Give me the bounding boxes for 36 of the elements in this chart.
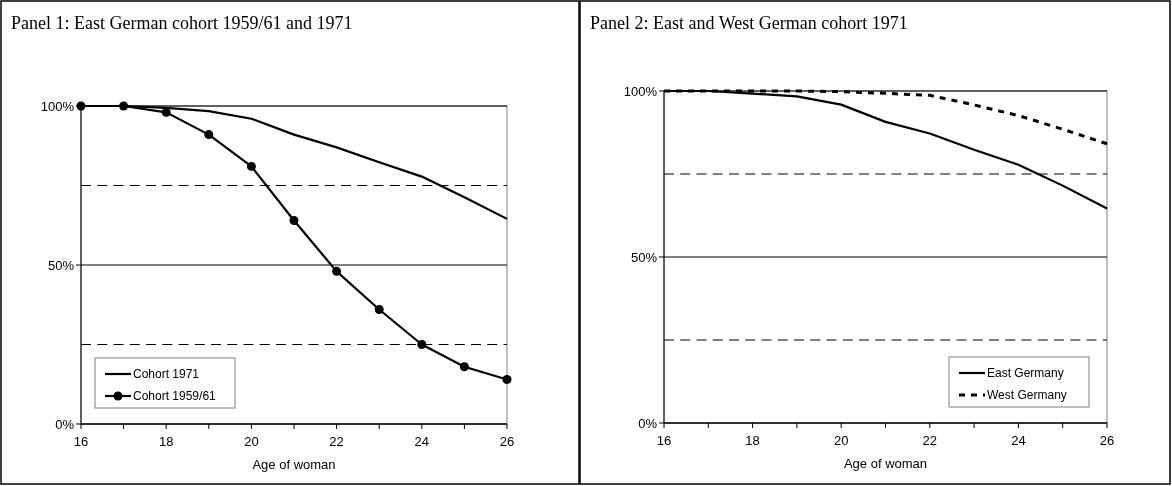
- x-tick-label: 18: [158, 434, 174, 449]
- y-tick-label: 0%: [55, 416, 75, 432]
- y-tick-label: 100%: [623, 83, 658, 99]
- point: [246, 161, 256, 171]
- point: [374, 305, 384, 315]
- y-tick-label: 50%: [47, 257, 75, 273]
- point: [417, 340, 427, 349]
- legend-label: West Germany: [987, 388, 1067, 403]
- x-tick-label: 16: [656, 433, 672, 448]
- x-tick-label: 20: [833, 433, 849, 448]
- point: [289, 215, 299, 225]
- point: [459, 362, 469, 372]
- legend-label: Cohort 1959/61: [133, 389, 217, 404]
- chart-title: Panel 1: East German cohort 1959/61 and 1971: [11, 13, 353, 33]
- x-tick-label: 24: [414, 434, 430, 449]
- legend-label: Cohort 1971: [133, 367, 200, 382]
- x-tick-label: 16: [73, 434, 89, 449]
- y-tick-label: 0%: [638, 415, 658, 431]
- point: [161, 107, 171, 117]
- legend-label: East Germany: [987, 366, 1064, 381]
- chart-title: Panel 2: East and West German cohort 1971: [590, 13, 908, 33]
- x-tick-label: 22: [329, 434, 344, 449]
- y-tick-label: 100%: [40, 98, 75, 114]
- x-tick-label: 26: [1099, 433, 1115, 448]
- x-axis-title: Age of woman: [252, 457, 336, 472]
- x-axis-title: Age of woman: [843, 456, 928, 471]
- point: [502, 374, 512, 384]
- x-tick-label: 18: [745, 433, 760, 448]
- x-tick-label: 22: [922, 433, 938, 448]
- point: [332, 266, 342, 276]
- point: [204, 130, 214, 140]
- point: [119, 101, 129, 111]
- x-tick-label: 24: [1011, 433, 1026, 448]
- x-tick-label: 20: [244, 434, 259, 449]
- y-tick-label: 50%: [630, 249, 658, 265]
- x-tick-label: 26: [499, 434, 515, 449]
